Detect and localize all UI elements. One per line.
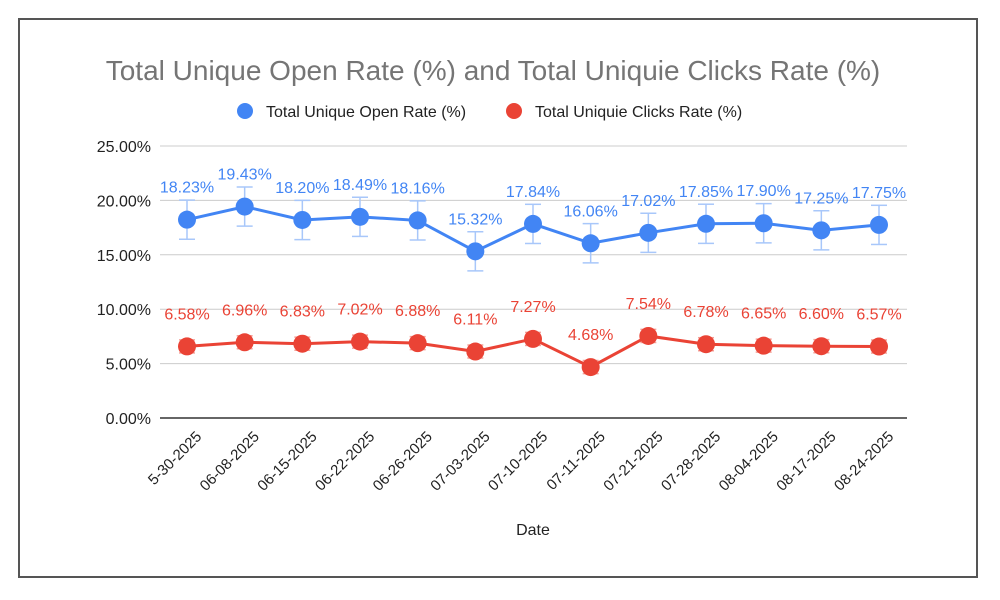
data-label: 6.88% — [395, 303, 440, 320]
data-label: 6.60% — [799, 306, 844, 323]
data-label: 6.78% — [683, 304, 728, 321]
data-point — [408, 334, 427, 353]
x-tick-label: 07-21-2025 — [600, 428, 666, 494]
data-point — [697, 335, 715, 354]
series-1: 6.58% 6.96% 6.83% 7.02% 6.88% 6.11% 7.27% 4.68%… — [164, 296, 902, 377]
data-point — [293, 210, 312, 229]
data-point — [754, 214, 773, 233]
x-tick-label: 08-24-2025 — [831, 428, 897, 494]
data-label: 17.84% — [506, 184, 560, 201]
x-tick-label: 06-26-2025 — [370, 428, 436, 494]
chart-frame — [18, 18, 978, 578]
data-point — [581, 358, 600, 377]
legend-marker-open-rate — [237, 103, 253, 119]
data-point — [870, 215, 888, 234]
data-point — [178, 337, 196, 356]
data-point — [351, 207, 369, 226]
data-label: 7.27% — [510, 299, 555, 316]
data-label: 15.32% — [448, 211, 502, 228]
x-tick-label: 07-11-2025 — [543, 428, 608, 493]
data-point — [466, 242, 485, 261]
data-point — [697, 214, 715, 233]
series-0: 18.23%19.43%18.20% 18.49% 18.16%15.32%17.8… — [160, 167, 906, 272]
data-point — [351, 332, 369, 351]
x-tick-label: 5-30-2025 — [145, 428, 205, 488]
data-label: 6.57% — [856, 307, 901, 324]
data-label: 6.11% — [453, 312, 497, 329]
chart-title: Total Unique Open Rate (%) and Total Uni… — [106, 55, 881, 86]
data-label: 17.85% — [679, 184, 733, 201]
data-point — [870, 337, 888, 356]
x-tick-label: 07-28-2025 — [658, 428, 724, 494]
legend-label-open-rate: Total Unique Open Rate (%) — [266, 104, 466, 121]
data-label: 18.20% — [275, 180, 329, 197]
data-label: 18.16% — [391, 180, 445, 197]
data-label: 7.54% — [626, 296, 671, 313]
x-tick-label: 07-03-2025 — [427, 428, 493, 494]
data-point — [293, 334, 312, 353]
data-label: 18.49% — [333, 177, 387, 194]
data-point — [178, 210, 196, 229]
data-label: 17.25% — [794, 190, 848, 207]
legend-label-clicks-rate: Total Uniquie Clicks Rate (%) — [535, 104, 742, 121]
x-axis-title: Date — [516, 522, 550, 539]
data-point — [235, 197, 254, 216]
x-tick-label: 08-17-2025 — [773, 428, 839, 494]
data-label: 17.02% — [621, 193, 675, 210]
data-label: 7.02% — [337, 302, 382, 319]
y-tick-label: 20.00% — [97, 193, 151, 210]
data-label: 19.43% — [218, 167, 272, 184]
x-tick-label: 06-08-2025 — [197, 428, 263, 494]
y-tick-label: 25.00% — [97, 139, 151, 156]
x-tick-label: 06-15-2025 — [254, 428, 320, 494]
data-label: 6.83% — [280, 304, 325, 321]
data-point — [524, 214, 542, 233]
data-label: 17.75% — [852, 185, 906, 202]
data-point — [524, 329, 542, 348]
data-label: 17.90% — [737, 183, 791, 200]
data-label: 6.65% — [741, 306, 786, 323]
data-label: 6.96% — [222, 302, 267, 319]
data-label: 18.23% — [160, 180, 214, 197]
data-label: 6.58% — [164, 306, 209, 323]
legend: Total Unique Open Rate (%) Total Uniquie… — [237, 103, 742, 121]
data-point — [812, 221, 831, 240]
data-point — [639, 223, 658, 242]
y-tick-label: 15.00% — [97, 248, 151, 265]
data-point — [408, 211, 427, 230]
data-point — [639, 326, 658, 345]
data-label: 16.06% — [564, 203, 618, 220]
y-tick-label: 10.00% — [97, 302, 151, 319]
data-point — [581, 234, 600, 253]
x-tick-label: 06-22-2025 — [312, 428, 378, 494]
x-tick-label: 07-10-2025 — [485, 428, 551, 494]
x-tick-label: 08-04-2025 — [716, 428, 782, 494]
data-label: 4.68% — [568, 327, 613, 344]
data-point — [466, 342, 485, 361]
legend-marker-clicks-rate — [506, 103, 522, 119]
data-point — [754, 336, 773, 355]
y-tick-label: 0.00% — [106, 411, 151, 428]
data-point — [235, 333, 254, 352]
data-point — [812, 337, 831, 356]
y-tick-label: 5.00% — [106, 357, 151, 374]
